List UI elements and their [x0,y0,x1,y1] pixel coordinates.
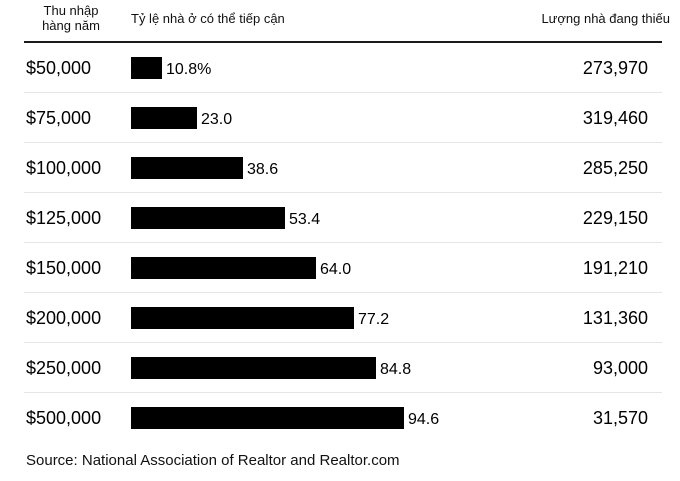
bar-value-label: 94.6 [408,411,440,428]
row-divider [24,342,662,343]
bar-value-label: 64.0 [320,261,352,278]
income-label: $500,000 [26,408,102,428]
affordability-bar [131,307,354,329]
row-divider [24,392,662,393]
income-label: $50,000 [26,58,92,78]
row-divider [24,292,662,293]
shortage-value: 31,570 [592,408,648,428]
affordability-bar [131,357,376,379]
affordability-bar [131,107,197,129]
table-row: $100,000 38.6 285,250 [24,143,662,193]
row-divider [24,242,662,243]
income-label: $125,000 [26,208,102,228]
bar-value-label: 38.6 [247,161,279,178]
income-label: $200,000 [26,308,102,328]
header-rule [24,41,662,43]
bar-value-label: 10.8% [166,61,212,78]
table-row: $500,000 94.6 31,570 [24,393,662,443]
affordability-bar [131,207,285,229]
bar-value-label: 53.4 [289,211,321,228]
bar-value-label: 23.0 [201,111,233,128]
affordability-bar [131,57,162,79]
table-row: $75,000 23.0 319,460 [24,93,662,143]
table-row: $50,000 10.8% 273,970 [24,43,662,93]
table-row: $200,000 77.2 131,360 [24,293,662,343]
row-divider [24,142,662,143]
income-label: $75,000 [26,108,92,128]
shortage-value: 319,460 [582,108,648,128]
table-row: $125,000 53.4 229,150 [24,193,662,243]
source-note: Source: National Association of Realtor … [26,452,400,469]
income-label: $150,000 [26,258,102,278]
shortage-column-header: Lượng nhà đang thiếu [541,11,670,26]
row-divider [24,92,662,93]
affordability-column-header: Tỷ lệ nhà ở có thể tiếp cận [131,11,285,26]
shortage-value: 93,000 [592,358,648,378]
affordability-bar [131,257,316,279]
income-label: $100,000 [26,158,102,178]
income-header-line2: hàng năm [42,18,100,33]
table-row: $150,000 64.0 191,210 [24,243,662,293]
shortage-value: 191,210 [582,258,648,278]
shortage-value: 229,150 [582,208,648,228]
shortage-value: 131,360 [582,308,648,328]
shortage-value: 285,250 [582,158,648,178]
table-row: $250,000 84.8 93,000 [24,343,662,393]
row-divider [24,192,662,193]
affordability-bar [131,407,404,429]
income-header-line1: Thu nhập [43,3,99,18]
shortage-value: 273,970 [582,58,648,78]
income-label: $250,000 [26,358,102,378]
bar-value-label: 77.2 [358,311,390,328]
income-column-header: Thu nhập hàng năm [31,3,111,33]
affordability-bar [131,157,243,179]
bar-value-label: 84.8 [380,361,412,378]
